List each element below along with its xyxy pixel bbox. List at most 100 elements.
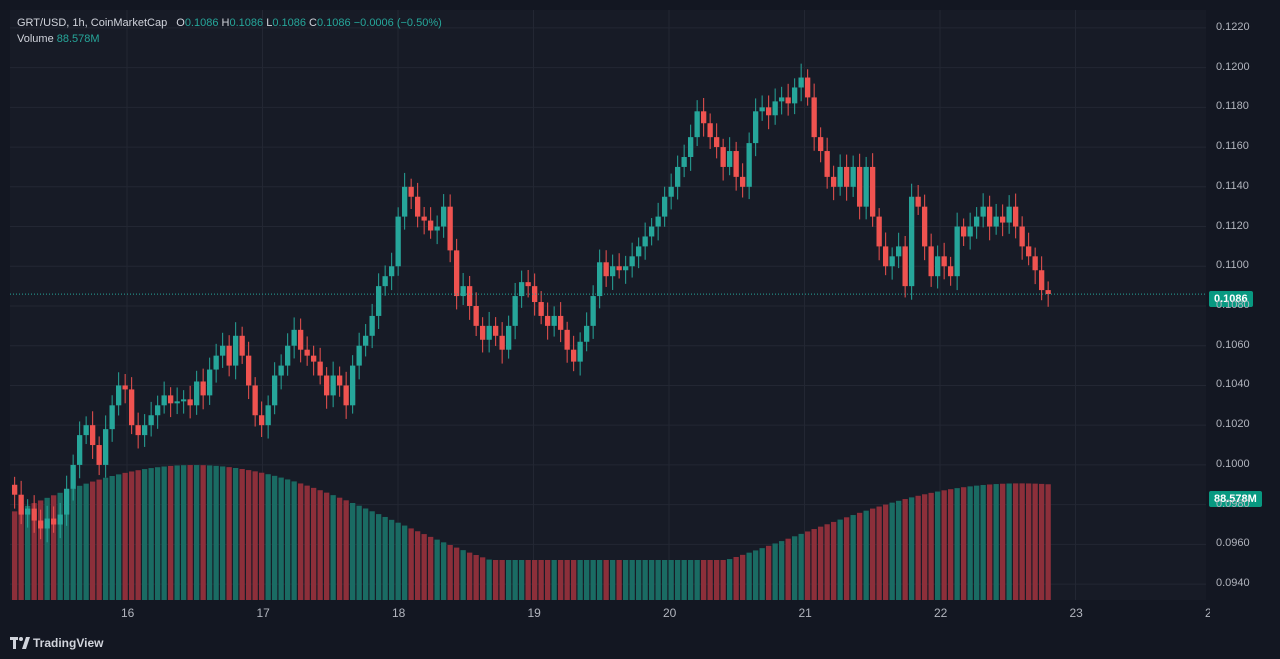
candle-body [844, 166, 850, 187]
candle-body [135, 425, 141, 436]
volume-bar [220, 466, 226, 600]
volume-bar [629, 560, 635, 600]
volume-bar [434, 539, 440, 600]
volume-bar [421, 534, 427, 600]
candle-body [363, 335, 369, 346]
candle-body [473, 305, 479, 326]
volume-bar [246, 470, 252, 600]
volume-bar [642, 560, 648, 600]
volume-bar [382, 516, 388, 600]
candle-body [720, 147, 726, 167]
candle-body [863, 166, 869, 207]
volume-bar [577, 560, 583, 600]
candlestick-chart[interactable] [10, 10, 1206, 600]
x-tick-label: 21 [798, 606, 812, 620]
volume-bar [454, 547, 460, 600]
volume-label[interactable]: Volume [17, 33, 54, 45]
y-tick-label: 0.0980 [1216, 497, 1250, 510]
candle-body [974, 216, 980, 227]
candle-body [148, 415, 154, 426]
volume-bar [90, 481, 96, 600]
volume-bar [337, 497, 343, 600]
volume-bar [746, 552, 752, 600]
candle-body [402, 186, 408, 217]
volume-bar [974, 485, 980, 600]
volume-bar [948, 489, 954, 600]
candle-body [103, 429, 109, 465]
tradingview-logo-icon [10, 637, 30, 649]
volume-bar [532, 560, 538, 600]
tradingview-footer[interactable]: TradingView [10, 634, 103, 652]
volume-bar [135, 470, 141, 600]
volume-bar [558, 560, 564, 600]
candle-body [740, 176, 746, 187]
candle-body [181, 399, 187, 402]
volume-bar [740, 554, 746, 600]
candle-body [538, 302, 544, 316]
candle-body [987, 206, 993, 227]
volume-bar [493, 560, 499, 600]
volume-bar [551, 560, 557, 600]
volume-bar [402, 525, 408, 600]
candle-body [226, 345, 232, 366]
candle-body [642, 236, 648, 247]
volume-bar [857, 512, 863, 600]
volume-bar [993, 484, 999, 600]
candle-body [811, 97, 817, 138]
volume-bar [714, 560, 720, 600]
volume-bar [70, 488, 76, 600]
candle-body [649, 226, 655, 237]
candle-body [857, 166, 863, 207]
candle-body [889, 256, 895, 267]
volume-bar [278, 477, 284, 600]
chart-plot-area[interactable] [10, 10, 1206, 600]
candle-body [837, 166, 843, 187]
candle-body [213, 355, 219, 370]
volume-bar [883, 504, 889, 600]
volume-bar [25, 505, 31, 600]
volume-bar [499, 560, 505, 600]
candle-body [993, 216, 999, 227]
volume-bar [987, 484, 993, 600]
candle-body [460, 286, 466, 297]
candle-body [902, 246, 908, 287]
candle-body [850, 166, 856, 187]
volume-bar [1006, 483, 1012, 600]
volume-bar [64, 490, 70, 600]
y-tick-label: 0.1080 [1216, 298, 1250, 311]
volume-bar [564, 560, 570, 600]
candle-body [187, 399, 193, 406]
volume-bar [1045, 484, 1051, 600]
candle-body [291, 329, 297, 346]
y-tick-label: 0.1120 [1216, 219, 1249, 232]
volume-bar [389, 519, 395, 600]
volume-bar [350, 502, 356, 600]
candle-body [980, 206, 986, 217]
candle-body [493, 325, 499, 336]
candle-body [668, 186, 674, 197]
volume-bar [486, 559, 492, 600]
volume-bar [766, 545, 772, 600]
candle-body [1006, 206, 1012, 223]
y-tick-label: 0.0940 [1216, 577, 1250, 590]
candle-body [18, 494, 24, 515]
candle-body [1013, 206, 1019, 227]
volume-bar [109, 475, 115, 600]
candle-body [44, 518, 50, 529]
low-label: L [266, 17, 273, 29]
candle-body [311, 355, 317, 362]
volume-bar [122, 472, 128, 600]
volume-bar [265, 474, 271, 600]
volume-bar [980, 485, 986, 600]
volume-bar [129, 471, 135, 600]
candle-body [408, 186, 414, 197]
volume-bar [824, 524, 830, 600]
volume-bar [272, 475, 278, 600]
volume-bar [77, 485, 83, 600]
volume-bar [681, 560, 687, 600]
candle-body [675, 166, 681, 187]
symbol-title[interactable]: GRT/USD, 1h, CoinMarketCap [17, 17, 168, 29]
candle-body [480, 325, 486, 340]
candle-body [532, 286, 538, 303]
candle-body [415, 196, 421, 217]
